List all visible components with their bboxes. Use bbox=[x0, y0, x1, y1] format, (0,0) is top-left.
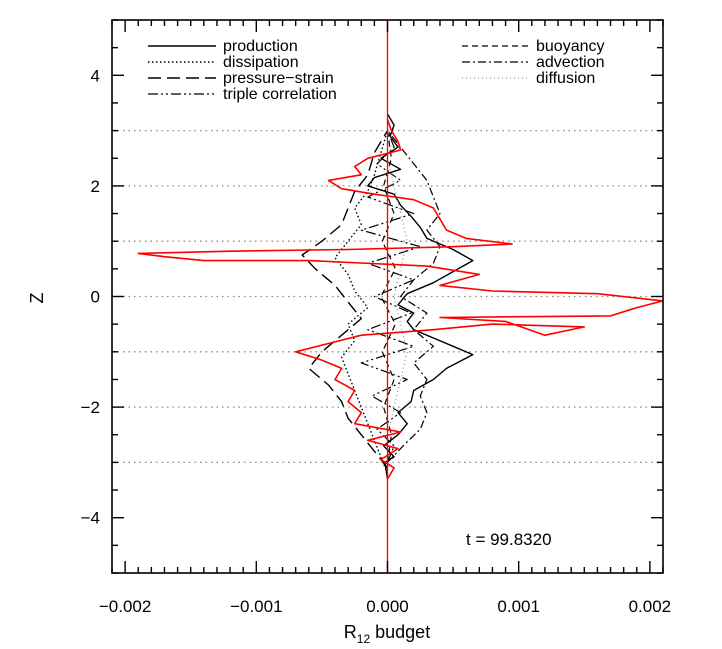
legend-label: advection bbox=[536, 54, 605, 71]
legend-label: dissipation bbox=[223, 54, 299, 71]
x-axis-label-main: R bbox=[344, 622, 357, 642]
series-line-red bbox=[137, 119, 664, 480]
x-tick-label: 0.002 bbox=[629, 597, 672, 616]
x-axis-label: R12 budget bbox=[344, 622, 430, 646]
x-tick-label: −0.002 bbox=[99, 597, 151, 616]
x-axis-label-suffix: budget bbox=[370, 622, 430, 642]
y-tick-label: 0 bbox=[91, 288, 100, 307]
series-line-longdash bbox=[301, 130, 389, 469]
series-line-dashdotdot bbox=[360, 130, 421, 463]
legend-label: triple correlation bbox=[223, 86, 337, 103]
y-tick-labels: −4 −2 0 2 4 bbox=[81, 66, 100, 527]
axis-ticks bbox=[111, 19, 664, 574]
y-axis-label: Z bbox=[27, 293, 47, 304]
series-line-solid bbox=[367, 113, 474, 480]
time-annotation: t = 99.8320 bbox=[466, 530, 552, 549]
legend-label: production bbox=[223, 38, 298, 55]
legend-label: pressure−strain bbox=[223, 70, 334, 87]
y-tick-label: −2 bbox=[81, 398, 100, 417]
x-tick-label: 0.001 bbox=[497, 597, 540, 616]
y-tick-label: 4 bbox=[91, 66, 100, 85]
series-line-dashdot bbox=[387, 130, 441, 463]
x-tick-label: −0.001 bbox=[230, 597, 282, 616]
x-tick-labels: −0.002 −0.001 0.000 0.001 0.002 bbox=[99, 597, 671, 616]
legend-label: diffusion bbox=[536, 70, 595, 87]
legend: productiondissipationpressure−straintrip… bbox=[148, 38, 605, 103]
legend-label: buoyancy bbox=[536, 38, 605, 55]
x-axis-label-subscript: 12 bbox=[357, 632, 371, 646]
y-tick-label: 2 bbox=[91, 177, 100, 196]
series-layer bbox=[137, 20, 664, 573]
series-line-thindot bbox=[387, 158, 408, 435]
x-tick-label: 0.000 bbox=[366, 597, 409, 616]
series-line-dotted bbox=[334, 130, 389, 474]
y-tick-label: −4 bbox=[81, 509, 100, 528]
